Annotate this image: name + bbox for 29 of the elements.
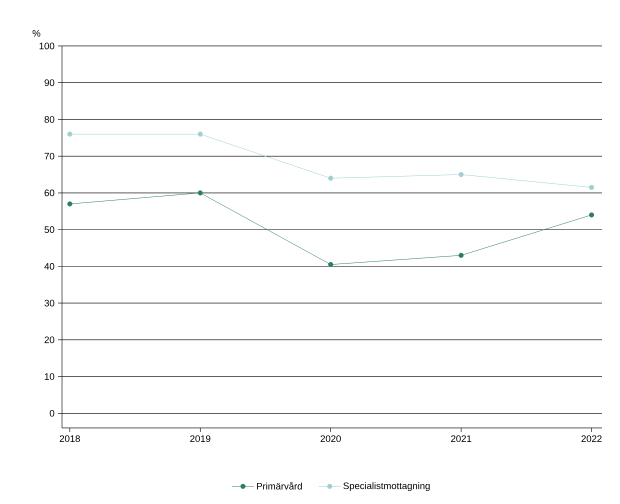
x-tick-label: 2018: [60, 435, 80, 442]
point: [67, 201, 72, 206]
x-tick-label: 2022: [582, 435, 602, 442]
point: [589, 184, 594, 190]
point: [589, 212, 594, 218]
legend-label: Specialistmottagning: [343, 482, 430, 492]
point: [198, 132, 203, 137]
x-tick-label: 2019: [190, 435, 210, 442]
point: [328, 262, 334, 268]
y-tick-label: 50: [44, 226, 54, 233]
point: [458, 252, 464, 258]
y-axis-title: %: [32, 30, 40, 37]
y-tick-label: 60: [44, 190, 54, 196]
x-tick-label: 2020: [320, 435, 341, 442]
point: [328, 176, 334, 181]
point: [67, 132, 72, 137]
y-tick-label: 0: [50, 410, 54, 417]
y-tick-label: 40: [44, 263, 54, 270]
x-tick-label: 2021: [451, 435, 472, 442]
y-tick-label: 30: [44, 300, 54, 306]
y-tick-label: 10: [44, 373, 54, 380]
legend-label: Primärvård: [256, 482, 302, 490]
y-tick-label: 70: [44, 152, 54, 160]
point: [198, 190, 203, 196]
y-tick-label: 80: [44, 116, 54, 123]
y-tick-label: 100: [40, 42, 54, 50]
y-tick-label: 20: [44, 336, 54, 344]
point: [458, 172, 464, 178]
y-tick-label: 90: [44, 79, 54, 86]
